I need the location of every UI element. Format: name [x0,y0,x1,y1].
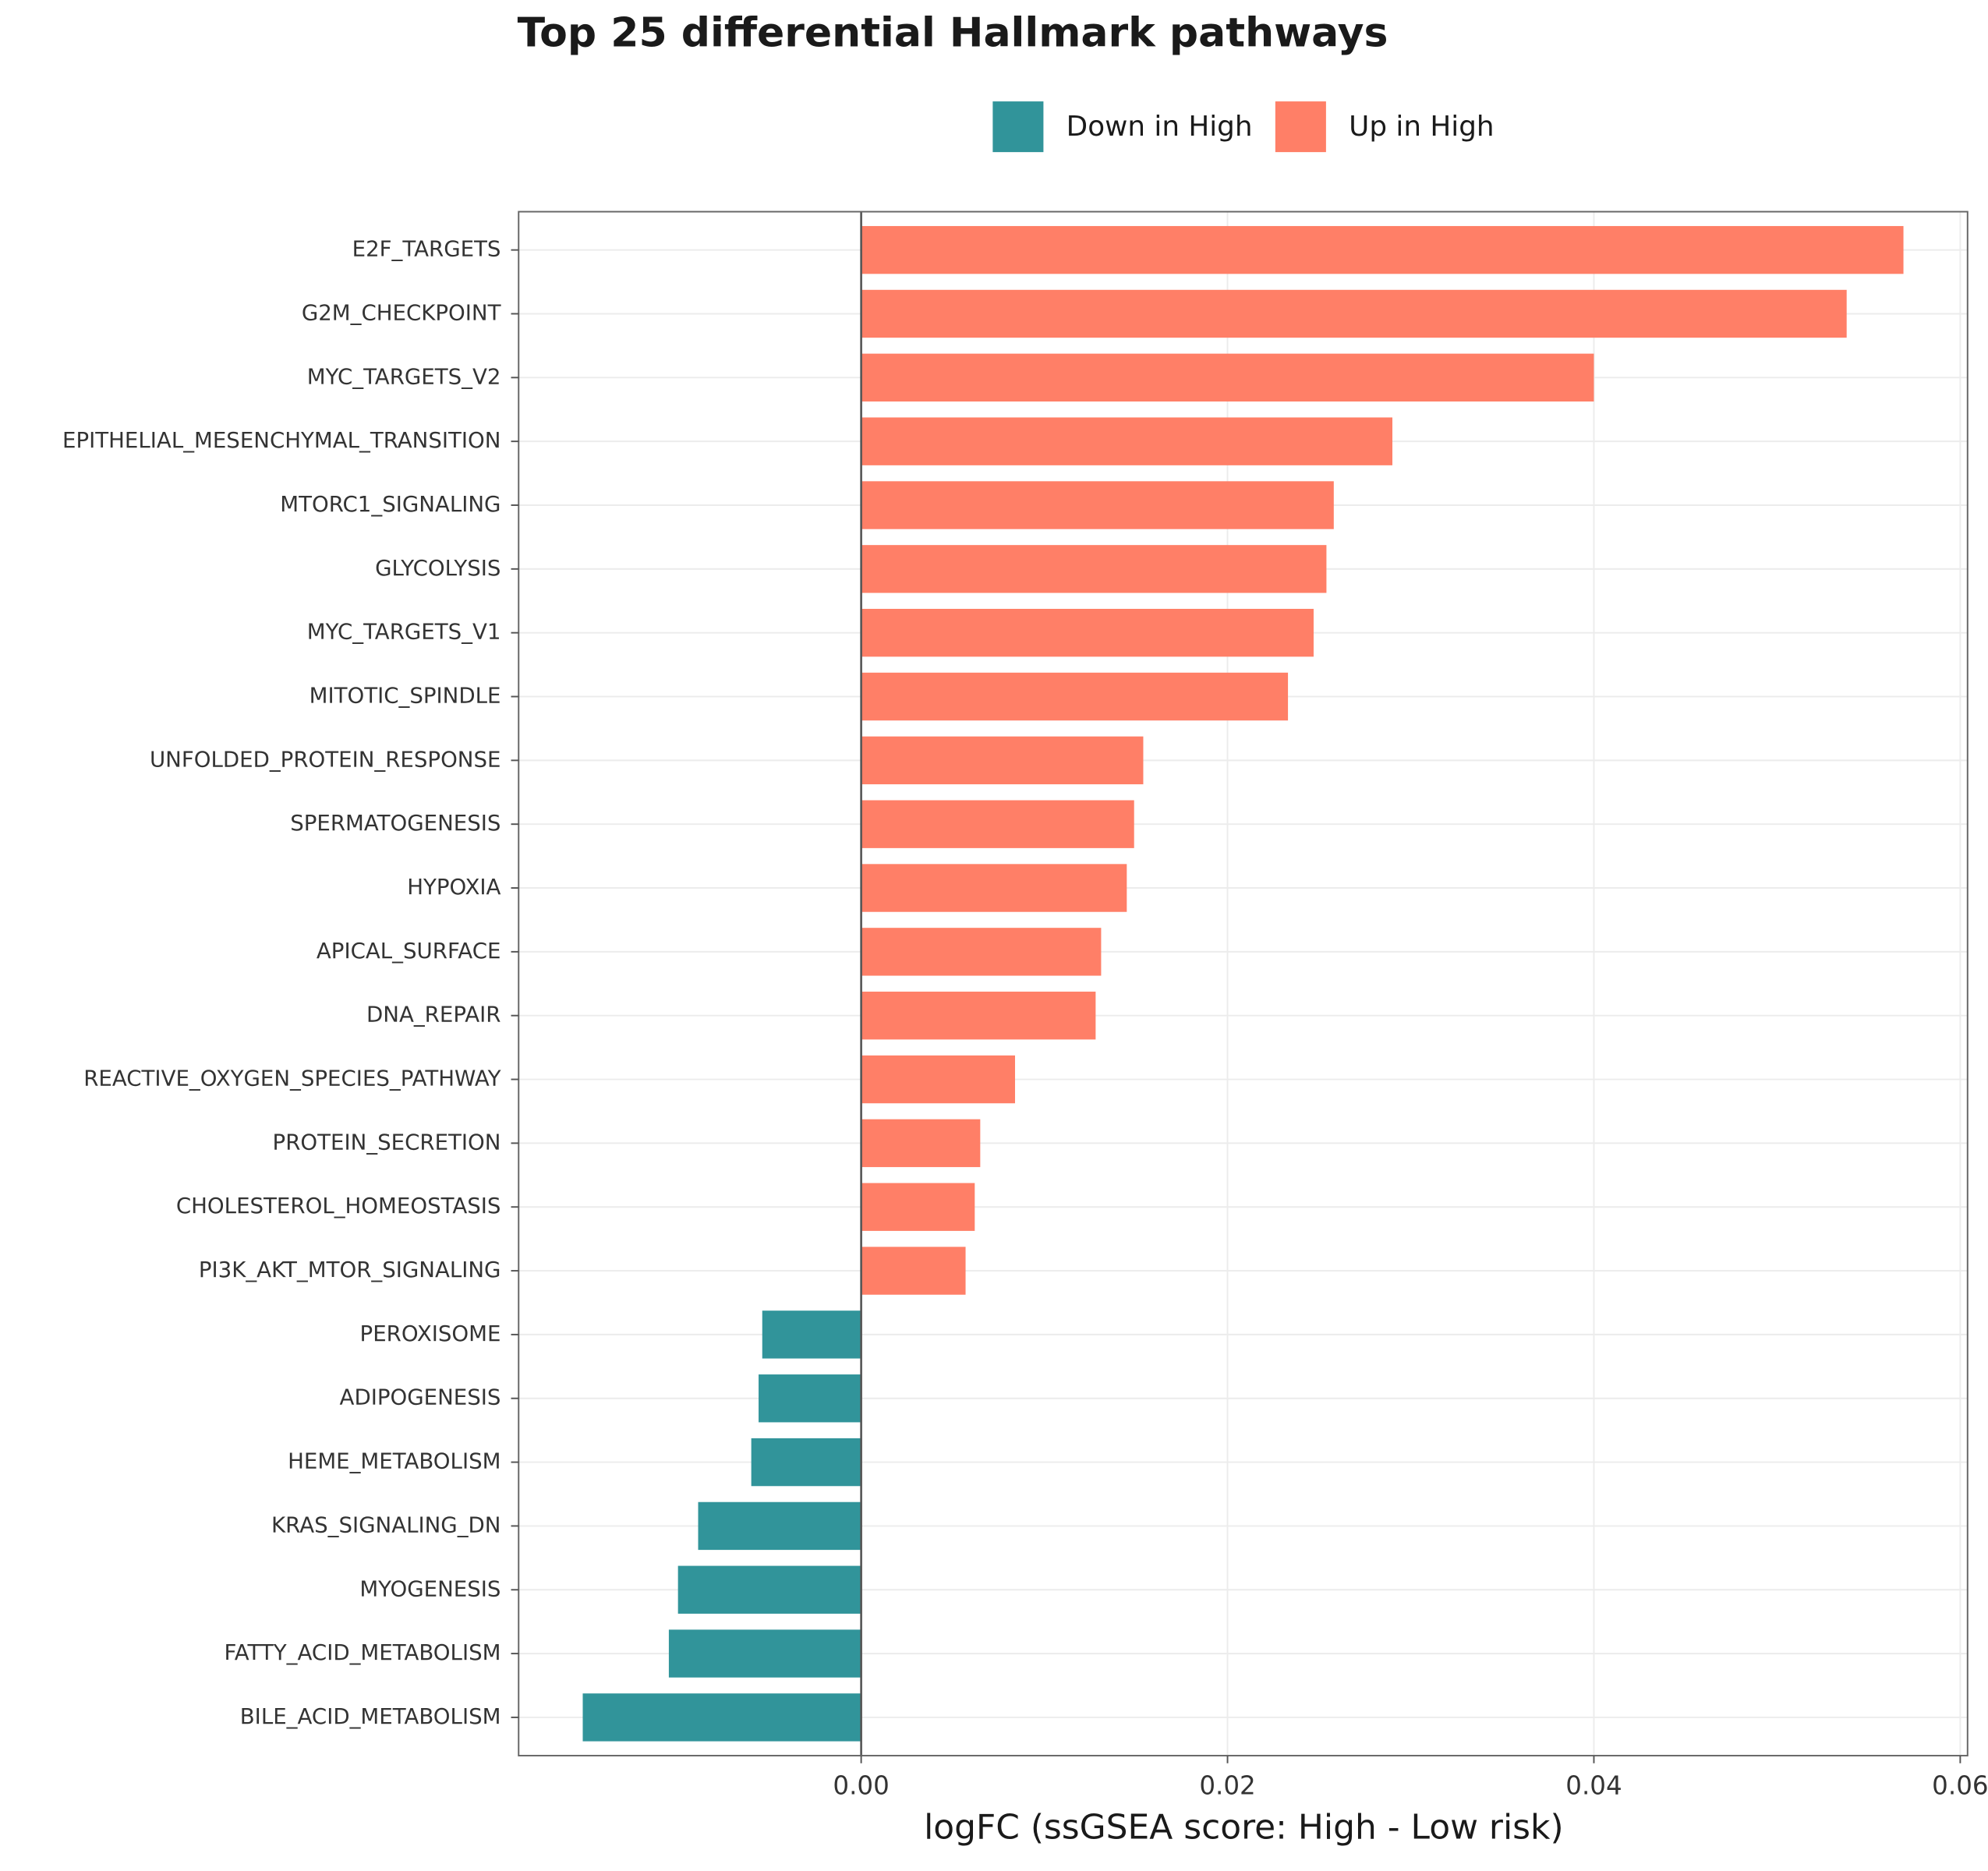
y-tick-label: CHOLESTEROL_HOMEOSTASIS [176,1193,501,1218]
y-tick-label: UNFOLDED_PROTEIN_RESPONSE [150,746,501,772]
bar [861,992,1096,1040]
bar [582,1693,861,1742]
x-tick-label: 0.04 [1565,1771,1622,1801]
legend-swatch [1275,101,1326,153]
y-tick-label: MITOTIC_SPINDLE [310,683,501,709]
plot-border [518,210,1969,1757]
bar [861,1183,975,1231]
y-tick-label: GLYCOLYSIS [375,555,501,581]
y-tick-label: PEROXISOME [360,1321,501,1346]
x-tick-label: 0.06 [1932,1771,1988,1801]
y-tick-label: HEME_METABOLISM [288,1448,501,1474]
x-tick-label: 0.00 [833,1771,889,1801]
x-tick-label: 0.02 [1199,1771,1255,1801]
bar [751,1438,861,1487]
y-tick-label: FATTY_ACID_METABOLISM [224,1639,501,1665]
legend-label: Down in High [1067,111,1253,143]
y-tick-label: PROTEIN_SECRETION [273,1129,501,1155]
bar [861,928,1102,976]
y-tick-label: APICAL_SURFACE [317,938,501,964]
bar [861,225,1904,274]
bar [861,545,1327,593]
y-tick-label: REACTIVE_OXYGEN_SPECIES_PATHWAY [83,1066,501,1091]
y-tick-label: DNA_REPAIR [366,1002,501,1027]
y-tick-label: G2M_CHECKPOINT [302,299,501,325]
y-tick-label: HYPOXIA [407,874,501,900]
bar [861,672,1289,721]
legend: Down in High Up in High [992,101,1495,153]
bar [861,800,1134,848]
y-tick-label: E2F_TARGETS [352,236,501,262]
y-tick-label: SPERMATOGENESIS [290,810,501,836]
y-tick-label: MYOGENESIS [359,1576,501,1601]
bar [861,353,1594,402]
legend-label: Up in High [1349,111,1494,143]
plot-background [518,211,1968,1756]
chart-title: Top 25 differential Hallmark pathways [518,10,1388,57]
bar [668,1629,861,1678]
bar [861,864,1127,912]
bar [861,481,1334,529]
bar [861,289,1847,338]
y-tick-label: ADIPOGENESIS [340,1385,501,1410]
bar [698,1501,861,1551]
y-tick-label: EPITHELIAL_MESENCHYMAL_TRANSITION [62,427,501,453]
legend-swatch [992,101,1044,153]
bar [861,417,1393,465]
y-tick-label: MTORC1_SIGNALING [280,491,501,517]
bar [762,1310,861,1359]
y-tick-label: MYC_TARGETS_V1 [307,619,501,645]
y-tick-label: MYC_TARGETS_V2 [307,363,501,389]
bar [861,1247,966,1295]
bar [861,608,1314,657]
y-tick-label: KRAS_SIGNALING_DN [271,1512,501,1537]
bar [677,1565,861,1614]
y-tick-label: BILE_ACID_METABOLISM [240,1703,501,1729]
y-tick-label: PI3K_AKT_MTOR_SIGNALING [199,1257,501,1282]
x-axis-label: logFC (ssGSEA score: High - Low risk) [924,1807,1564,1847]
bar [861,736,1144,785]
bar [759,1374,861,1423]
bar [861,1119,981,1168]
bar [861,1055,1015,1104]
